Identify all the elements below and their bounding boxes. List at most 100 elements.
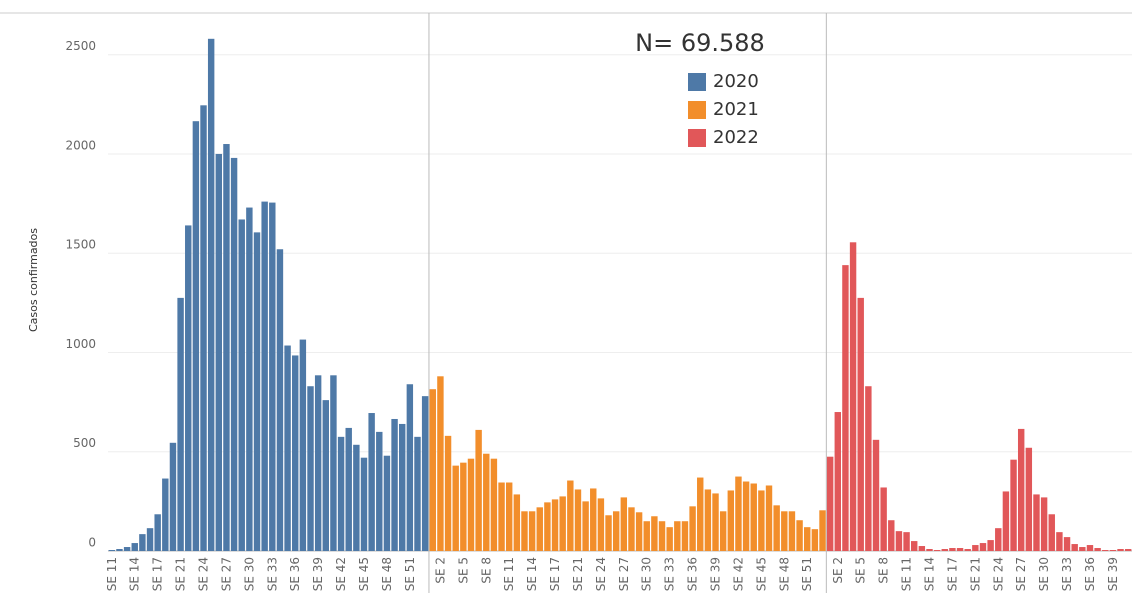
bar <box>536 507 543 551</box>
bar <box>1117 549 1124 551</box>
bar <box>941 549 948 551</box>
bar <box>246 207 253 551</box>
bar <box>131 543 138 551</box>
bar <box>162 478 169 551</box>
bar <box>635 512 643 551</box>
x-tick-label: SE 42 <box>731 557 745 591</box>
bar <box>949 548 956 551</box>
bar <box>704 489 712 551</box>
bar <box>926 549 933 551</box>
bar <box>781 511 788 551</box>
x-tick-label: SE 17 <box>548 557 562 591</box>
bar <box>1002 491 1010 551</box>
bar <box>475 429 482 551</box>
bar <box>116 549 123 551</box>
bar <box>597 498 605 551</box>
bar <box>139 534 146 551</box>
bar <box>689 506 696 551</box>
x-tick-label: SE 11 <box>900 557 914 591</box>
bar <box>697 477 704 551</box>
bar <box>307 386 314 551</box>
bar <box>1124 549 1132 551</box>
bar <box>444 435 452 551</box>
bar <box>368 413 375 551</box>
bar <box>979 543 987 551</box>
legend-swatch <box>688 129 706 147</box>
x-tick-label: SE 45 <box>357 557 371 591</box>
bar <box>276 249 284 552</box>
bar <box>1094 548 1101 551</box>
bar <box>452 465 459 551</box>
legend-label: 2020 <box>713 71 759 92</box>
bar <box>1109 550 1117 551</box>
bar <box>437 376 444 551</box>
bar <box>490 458 498 551</box>
y-tick-label: 2500 <box>65 39 96 53</box>
x-tick-label: SE 42 <box>334 557 348 591</box>
bar <box>796 520 803 551</box>
x-tick-label: SE 45 <box>754 557 768 591</box>
bar <box>788 511 796 551</box>
bar <box>567 480 574 551</box>
bar <box>727 490 735 551</box>
bar <box>521 511 528 551</box>
x-tick-label: SE 2 <box>433 557 447 584</box>
bar <box>918 546 926 551</box>
bar <box>284 345 291 551</box>
bar <box>314 375 322 551</box>
x-tick-label: SE 17 <box>945 557 959 591</box>
y-tick-label: 0 <box>88 536 96 550</box>
bar <box>1086 545 1094 551</box>
bar <box>658 521 666 551</box>
bar <box>742 481 750 551</box>
bar <box>391 418 398 551</box>
bar <box>1025 447 1033 551</box>
bar <box>337 436 345 551</box>
x-tick-label: SE 14 <box>525 557 539 591</box>
bar <box>261 201 268 551</box>
x-tick-label: SE 39 <box>311 557 325 591</box>
bar <box>215 153 223 551</box>
bar <box>498 482 505 551</box>
bar <box>398 423 406 551</box>
bar <box>612 511 620 551</box>
bar <box>574 489 582 551</box>
bar <box>857 297 864 551</box>
bar <box>1056 532 1063 551</box>
x-tick-label: SE 36 <box>1083 557 1097 591</box>
bar <box>330 375 337 551</box>
bar <box>345 427 352 551</box>
bar <box>429 389 436 551</box>
bar <box>154 514 161 551</box>
bar <box>1079 547 1086 551</box>
x-tick-label: SE 27 <box>219 557 233 591</box>
bar <box>910 541 918 551</box>
x-tick-label: SE 30 <box>242 557 256 591</box>
x-tick-label: SE 30 <box>1037 557 1051 591</box>
bar <box>559 496 566 551</box>
bar <box>505 482 513 551</box>
bar <box>865 386 872 551</box>
bar <box>1063 537 1071 551</box>
bar <box>590 488 597 551</box>
x-tick-label: SE 8 <box>479 557 493 584</box>
bar <box>1102 550 1109 551</box>
x-tick-label: SE 48 <box>380 557 394 591</box>
bar <box>666 527 673 551</box>
bar <box>376 431 383 551</box>
bar <box>750 483 757 551</box>
bar <box>1033 494 1040 551</box>
bar <box>819 510 826 551</box>
bar <box>360 457 368 551</box>
x-tick-label: SE 27 <box>1014 557 1028 591</box>
x-tick-label: SE 51 <box>800 557 814 591</box>
bar <box>513 494 521 551</box>
x-tick-label: SE 21 <box>174 557 188 591</box>
bar <box>765 485 773 551</box>
bar <box>582 501 589 551</box>
x-tick-label: SE 36 <box>686 557 700 591</box>
bar <box>842 265 849 551</box>
bar <box>933 550 941 551</box>
x-tick-label: SE 30 <box>640 557 654 591</box>
